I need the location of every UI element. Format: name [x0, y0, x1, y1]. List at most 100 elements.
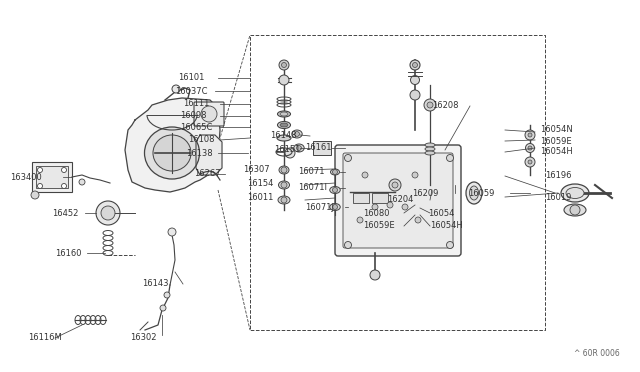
Polygon shape	[196, 135, 222, 175]
Circle shape	[392, 182, 398, 188]
Circle shape	[410, 76, 419, 84]
Text: 16065C: 16065C	[180, 122, 212, 131]
Circle shape	[413, 62, 417, 67]
Ellipse shape	[466, 182, 482, 204]
Text: 16054N: 16054N	[540, 125, 573, 135]
Text: 16143: 16143	[142, 279, 168, 289]
Text: 16452: 16452	[52, 208, 78, 218]
Circle shape	[201, 106, 217, 122]
Circle shape	[362, 172, 368, 178]
Text: 16196: 16196	[545, 171, 572, 180]
Circle shape	[528, 160, 532, 164]
Text: 16059E: 16059E	[363, 221, 395, 231]
Ellipse shape	[425, 143, 435, 147]
Circle shape	[344, 241, 351, 248]
Circle shape	[279, 60, 289, 70]
Text: 16071: 16071	[298, 167, 324, 176]
Circle shape	[296, 145, 301, 150]
Bar	[372, 193, 388, 203]
Bar	[313, 141, 331, 155]
Circle shape	[285, 148, 295, 158]
Circle shape	[372, 204, 378, 210]
Text: 16108: 16108	[188, 135, 214, 144]
Circle shape	[410, 90, 420, 100]
Text: 16208: 16208	[432, 102, 458, 110]
Circle shape	[427, 102, 433, 108]
Circle shape	[525, 144, 534, 153]
Circle shape	[525, 130, 535, 140]
Text: 16059: 16059	[468, 189, 494, 198]
Circle shape	[570, 205, 580, 215]
Text: 16302: 16302	[130, 334, 157, 343]
Ellipse shape	[425, 147, 435, 151]
Circle shape	[528, 133, 532, 137]
Text: 16098: 16098	[180, 112, 207, 121]
Circle shape	[333, 170, 337, 174]
Circle shape	[333, 187, 337, 192]
Text: 16209: 16209	[412, 189, 438, 198]
Ellipse shape	[561, 184, 589, 202]
Circle shape	[412, 172, 418, 178]
Circle shape	[281, 197, 287, 203]
Ellipse shape	[278, 122, 291, 128]
Circle shape	[528, 146, 532, 150]
Circle shape	[79, 179, 85, 185]
Ellipse shape	[280, 123, 288, 127]
Text: 16204: 16204	[387, 196, 413, 205]
Text: 16148: 16148	[270, 131, 296, 141]
Text: 16116M: 16116M	[28, 334, 61, 343]
Ellipse shape	[278, 111, 291, 117]
Circle shape	[31, 191, 39, 199]
Ellipse shape	[564, 204, 586, 216]
Circle shape	[447, 154, 454, 161]
Circle shape	[160, 305, 166, 311]
Text: 16267: 16267	[194, 170, 221, 179]
Ellipse shape	[278, 181, 289, 189]
Circle shape	[279, 75, 289, 85]
Ellipse shape	[294, 144, 304, 152]
Circle shape	[96, 201, 120, 225]
Circle shape	[38, 167, 42, 173]
Ellipse shape	[292, 130, 302, 138]
Ellipse shape	[145, 127, 200, 179]
Text: 16154: 16154	[247, 179, 273, 187]
Circle shape	[389, 179, 401, 191]
Text: 16101: 16101	[178, 74, 204, 83]
Circle shape	[402, 204, 408, 210]
Circle shape	[415, 217, 421, 223]
Circle shape	[61, 167, 67, 173]
Circle shape	[168, 228, 176, 236]
Polygon shape	[125, 98, 220, 192]
Ellipse shape	[330, 169, 339, 175]
Text: 16071I: 16071I	[298, 183, 327, 192]
Text: 16059E: 16059E	[540, 137, 572, 145]
Text: 16037C: 16037C	[175, 87, 207, 96]
Text: 16054H: 16054H	[430, 221, 463, 231]
Circle shape	[424, 99, 436, 111]
Circle shape	[294, 132, 300, 137]
Bar	[32, 162, 72, 192]
Bar	[353, 193, 369, 203]
Text: 16054H: 16054H	[540, 148, 573, 157]
Circle shape	[101, 206, 115, 220]
Text: 163400: 163400	[10, 173, 42, 182]
Ellipse shape	[470, 186, 479, 200]
Ellipse shape	[330, 203, 340, 211]
Text: 16138: 16138	[186, 148, 212, 157]
Ellipse shape	[277, 135, 291, 141]
Circle shape	[281, 167, 287, 173]
Circle shape	[410, 60, 420, 70]
Text: 16160: 16160	[55, 248, 81, 257]
Text: 16054: 16054	[428, 208, 454, 218]
Circle shape	[525, 157, 535, 167]
Circle shape	[344, 154, 351, 161]
Circle shape	[281, 182, 287, 188]
Circle shape	[447, 241, 454, 248]
Circle shape	[357, 217, 363, 223]
Circle shape	[164, 292, 170, 298]
Text: ^ 60R 0006: ^ 60R 0006	[574, 349, 620, 358]
Circle shape	[387, 202, 393, 208]
Text: 16071J: 16071J	[305, 202, 334, 212]
Ellipse shape	[279, 166, 289, 174]
FancyBboxPatch shape	[343, 153, 453, 248]
